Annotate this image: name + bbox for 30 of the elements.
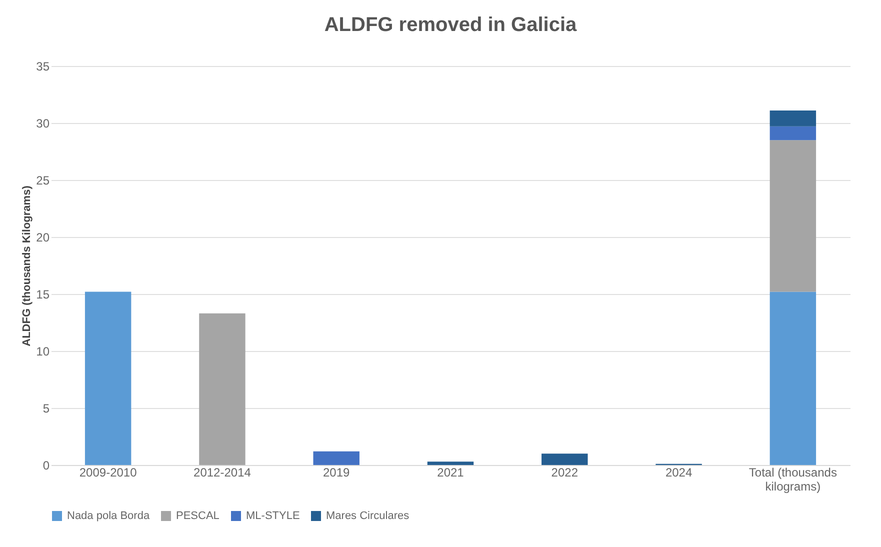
bar <box>770 140 816 292</box>
y-tick-label: 10 <box>36 344 50 358</box>
x-tick-label: Total (thousands kilograms) <box>748 466 837 494</box>
chart-title: ALDFG removed in Galicia <box>324 14 578 36</box>
bar <box>199 313 246 465</box>
y-tick-label: 20 <box>36 230 50 244</box>
x-tick-label: 2012-2014 <box>194 466 252 480</box>
bar <box>770 110 816 126</box>
y-tick-label: 5 <box>42 402 50 416</box>
bar <box>770 292 816 465</box>
bar <box>542 454 588 465</box>
x-tick-label: 2024 <box>665 466 692 480</box>
y-tick-label: 25 <box>36 174 50 188</box>
x-tick-label: 2019 <box>323 466 350 480</box>
y-tick-label: 15 <box>36 288 50 302</box>
legend-label: Nada pola Borda <box>67 510 150 522</box>
x-tick-label: 2021 <box>437 466 464 480</box>
legend-label: PESCAL <box>176 510 220 522</box>
y-tick-label: 30 <box>36 116 50 130</box>
bar <box>313 451 360 465</box>
y-tick-label: 0 <box>42 458 50 472</box>
legend-label: ML-STYLE <box>246 510 300 522</box>
bar <box>770 126 816 140</box>
bar <box>427 462 474 465</box>
x-tick-label: 2022 <box>551 466 578 480</box>
bar <box>84 292 132 465</box>
x-tick-label: 2009-2010 <box>79 466 138 480</box>
legend-label: Mares Circulares <box>326 510 410 522</box>
y-axis-title: ALDFG (thousands Kilograms) <box>21 185 34 346</box>
y-tick-label: 35 <box>36 60 50 74</box>
